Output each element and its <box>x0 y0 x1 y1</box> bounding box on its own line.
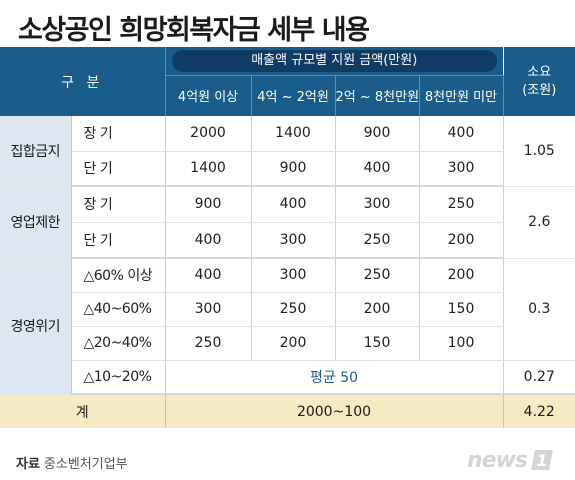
value-cell: 200 <box>419 258 504 293</box>
value-cell: 200 <box>419 222 504 259</box>
value-cell: 300 <box>251 222 336 259</box>
table-row: 집합금지 장 기 2000 1400 900 400 1.05 <box>0 116 575 187</box>
total-cell: 0.27 <box>503 360 575 395</box>
value-cell: 250 <box>335 222 420 259</box>
value-cell: 1400 <box>165 151 252 187</box>
header-total-line1: 소요 <box>527 64 552 80</box>
value-cell: 900 <box>251 151 336 187</box>
value-cell: 150 <box>335 326 420 361</box>
total-cell: 1.05 <box>503 116 575 187</box>
header-gubun: 구 분 <box>0 47 166 116</box>
table-row: △10~20% 평균 50 0.27 <box>0 360 575 395</box>
value-cell: 400 <box>251 186 336 223</box>
average-cell: 평균 50 <box>165 360 504 395</box>
row-label: 장 기 <box>71 116 166 152</box>
sum-label: 계 <box>0 394 166 428</box>
total-cell: 0.3 <box>503 258 575 361</box>
source-text: 중소벤처기업부 <box>43 457 128 472</box>
sum-row: 계 2000~100 4.22 <box>0 394 575 428</box>
row-label: △20~40% <box>71 326 166 361</box>
value-cell: 1400 <box>251 116 336 152</box>
value-cell: 400 <box>165 222 252 259</box>
category-cell: 경영위기 <box>0 258 72 395</box>
page-title: 소상공인 희망회복자금 세부 내용 <box>18 15 370 46</box>
value-cell: 250 <box>419 186 504 223</box>
table-row: △40~60% 300 250 200 150 <box>0 292 575 327</box>
table-row: △20~40% 250 200 150 100 <box>0 326 575 361</box>
logo-mark-icon: 1 <box>531 450 553 470</box>
table-row: 단 기 400 300 250 200 <box>0 222 575 259</box>
value-cell: 400 <box>165 258 252 293</box>
value-cell: 100 <box>419 326 504 361</box>
value-cell: 900 <box>165 186 252 223</box>
row-label: 단 기 <box>71 222 166 259</box>
news1-logo: news 1 <box>467 446 555 474</box>
header-col-2: 4억 ~ 2억원 <box>251 75 336 116</box>
value-cell: 250 <box>335 258 420 293</box>
header-col-3: 2억 ~ 8천만원 <box>335 75 420 116</box>
category-cell: 영업제한 <box>0 186 72 259</box>
total-cell: 2.6 <box>503 186 575 259</box>
header-group-band: 매출액 규모별 지원 금액(만원) <box>165 47 503 76</box>
value-cell: 250 <box>165 326 252 361</box>
row-label: 장 기 <box>71 186 166 223</box>
value-cell: 200 <box>251 326 336 361</box>
value-cell: 200 <box>335 292 420 327</box>
logo-mark-text: 1 <box>536 451 547 470</box>
sum-range: 2000~100 <box>165 394 504 428</box>
header-total: 소요 (조원) <box>503 47 575 116</box>
value-cell: 2000 <box>165 116 252 152</box>
row-label: △40~60% <box>71 292 166 327</box>
support-table: 구 분 매출액 규모별 지원 금액(만원) 소요 (조원) 4억원 이상 4억 … <box>0 47 575 428</box>
logo-text: news <box>466 447 528 473</box>
value-cell: 400 <box>335 151 420 187</box>
category-cell: 집합금지 <box>0 116 72 187</box>
sum-total: 4.22 <box>503 394 575 428</box>
table-row: 경영위기 △60% 이상 400 300 250 200 0.3 <box>0 258 575 395</box>
row-label: △10~20% <box>71 360 166 395</box>
row-label: △60% 이상 <box>71 258 166 293</box>
value-cell: 300 <box>335 186 420 223</box>
value-cell: 900 <box>335 116 420 152</box>
header-col-4: 8천만원 미만 <box>419 75 504 116</box>
value-cell: 250 <box>251 292 336 327</box>
value-cell: 400 <box>419 116 504 152</box>
value-cell: 300 <box>419 151 504 187</box>
header-col-1: 4억원 이상 <box>165 75 252 116</box>
table-row: 단 기 1400 900 400 300 <box>0 151 575 187</box>
value-cell: 300 <box>165 292 252 327</box>
source-note: 자료 중소벤처기업부 <box>16 453 128 472</box>
row-label: 단 기 <box>71 151 166 187</box>
source-label: 자료 <box>16 457 40 472</box>
header-total-line2: (조원) <box>522 82 557 98</box>
value-cell: 300 <box>251 258 336 293</box>
value-cell: 150 <box>419 292 504 327</box>
table-row: 영업제한 장 기 900 400 300 250 2.6 <box>0 186 575 259</box>
header-group-label: 매출액 규모별 지원 금액(만원) <box>171 50 497 73</box>
